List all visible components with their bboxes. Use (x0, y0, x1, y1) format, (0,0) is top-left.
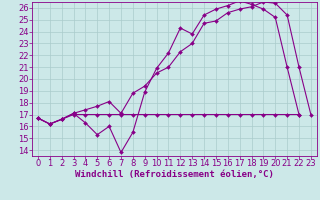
X-axis label: Windchill (Refroidissement éolien,°C): Windchill (Refroidissement éolien,°C) (75, 170, 274, 179)
